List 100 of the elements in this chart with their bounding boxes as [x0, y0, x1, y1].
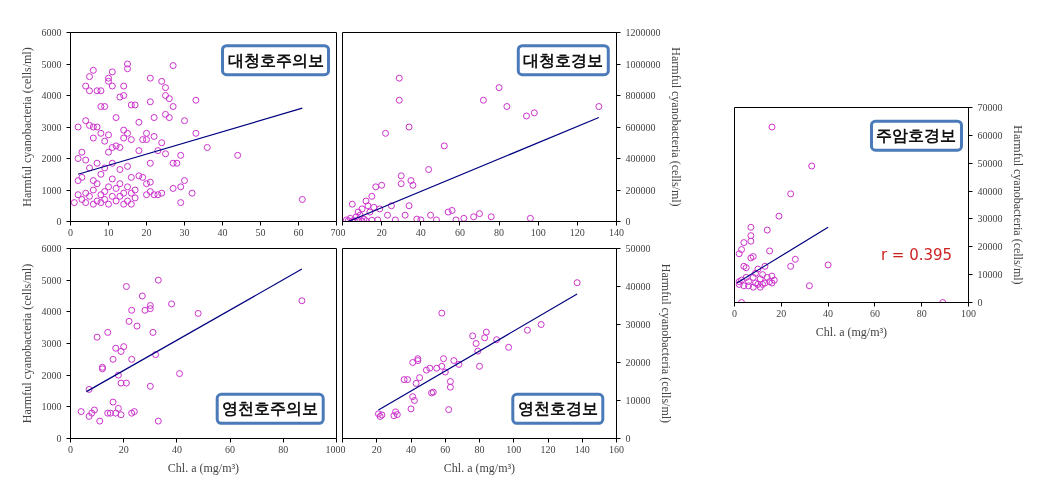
annotation: 영천호경보: [517, 399, 598, 419]
point: [522, 112, 530, 120]
point: [740, 239, 748, 247]
y2-tick-label: 20000: [977, 241, 1003, 253]
point: [747, 232, 755, 240]
point: [128, 355, 136, 363]
point: [407, 177, 415, 185]
point: [747, 237, 755, 245]
point: [390, 412, 398, 420]
point: [364, 202, 372, 210]
point: [738, 246, 746, 254]
point: [441, 368, 449, 376]
x-tick-label: 120: [540, 443, 556, 455]
point: [787, 190, 795, 198]
point: [138, 292, 146, 300]
x-tick-label: 160: [609, 443, 624, 455]
point: [416, 374, 424, 382]
x-tick-label: 60: [440, 443, 451, 455]
point: [372, 183, 380, 191]
point: [460, 214, 468, 222]
y2-tick-label: 30000: [625, 319, 651, 330]
annotation: 대청호주의보: [227, 50, 324, 70]
point: [354, 208, 362, 216]
point: [85, 385, 93, 393]
point: [104, 328, 112, 336]
x-tick-label: 0: [732, 307, 737, 319]
y-tick-label: 2000: [41, 153, 62, 164]
point: [493, 336, 501, 344]
point: [141, 306, 149, 314]
y-tick-label: 3000: [41, 121, 62, 133]
point: [749, 273, 757, 281]
point: [146, 382, 154, 390]
point: [405, 202, 413, 210]
x-axis-title: Chl. a (mg/m³): [443, 460, 516, 475]
y2-axis-title: Harmful cyanobacteria (cells/ml): [1010, 125, 1025, 285]
point: [472, 340, 480, 347]
point: [358, 205, 366, 213]
point: [407, 405, 415, 413]
point: [90, 406, 98, 414]
point: [770, 276, 778, 284]
point: [112, 409, 120, 417]
y2-tick-label: 20000: [625, 357, 651, 368]
x-tick-label: 50: [255, 226, 266, 238]
annotation: 대청호경보: [523, 50, 604, 70]
point: [756, 275, 764, 283]
point: [114, 404, 122, 412]
point: [378, 181, 386, 189]
point: [425, 166, 433, 174]
x-tick-label: 80: [494, 226, 505, 238]
point: [432, 216, 440, 222]
point: [422, 366, 430, 374]
y2-axis-title: Harmful cyanobacteria (cells/ml): [658, 263, 673, 424]
y2-tick-label: 30000: [977, 213, 1003, 225]
point: [742, 273, 750, 281]
point: [146, 305, 154, 313]
point: [176, 370, 184, 378]
x-tick-label: 60: [869, 307, 880, 319]
point: [740, 282, 748, 290]
y-tick-label: 0: [56, 433, 62, 444]
x-axis-title: Chl. a (mg/m³): [815, 324, 888, 339]
point: [476, 210, 483, 218]
point: [747, 223, 755, 231]
x-tick-label: 40: [406, 443, 416, 455]
point: [395, 96, 403, 104]
point: [397, 180, 405, 188]
point: [393, 411, 401, 419]
point: [128, 306, 136, 314]
y2-tick-label: 200000: [625, 184, 656, 196]
point: [537, 321, 545, 328]
annotation: r = 0.395: [880, 245, 953, 264]
point: [382, 129, 390, 137]
x-tick-label: 100: [325, 443, 341, 455]
point: [409, 181, 417, 189]
point: [122, 283, 130, 290]
y-tick-label: 6000: [41, 27, 62, 38]
point: [808, 162, 816, 170]
y-axis-title: Harmful cyanobacteria (cells/ml): [19, 263, 34, 424]
y2-tick-label: 600000: [625, 121, 656, 133]
y2-tick-label: 40000: [977, 185, 1003, 197]
point: [400, 376, 408, 384]
x-tick-label: 60: [225, 443, 236, 455]
point: [409, 359, 417, 366]
y2-tick-label: 50000: [977, 157, 1003, 169]
point: [433, 364, 441, 372]
x-tick-label: 70: [330, 226, 341, 238]
point: [469, 332, 477, 340]
y2-tick-label: 70000: [977, 102, 1003, 113]
y-tick-label: 1000: [41, 401, 62, 413]
point: [366, 208, 374, 216]
point: [479, 96, 487, 104]
point: [505, 343, 513, 351]
point: [438, 362, 446, 370]
point: [368, 192, 376, 200]
point: [120, 343, 128, 351]
y2-tick-label: 1000000: [625, 58, 661, 70]
point: [93, 333, 101, 341]
x-tick-label: 100: [530, 226, 546, 238]
y-tick-label: 6000: [41, 243, 62, 254]
point: [417, 216, 425, 222]
point: [368, 216, 376, 222]
